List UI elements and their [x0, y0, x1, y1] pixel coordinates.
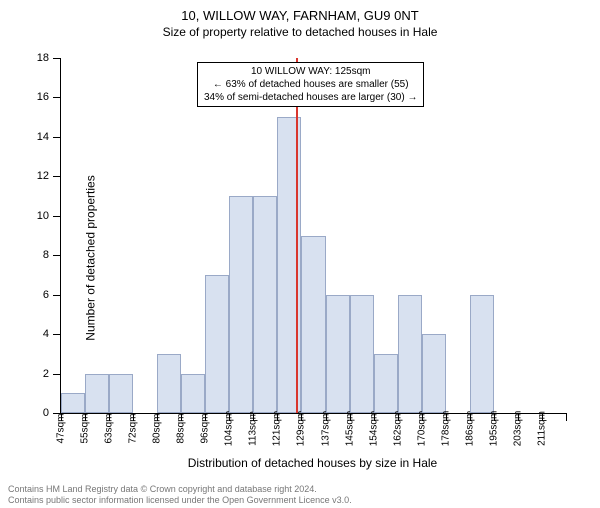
x-tick-label: 129sqm [296, 411, 307, 447]
y-tick [53, 58, 61, 59]
footer-line1: Contains HM Land Registry data © Crown c… [8, 484, 352, 495]
x-tick-label: 80sqm [152, 413, 163, 443]
histogram-bar [277, 117, 301, 413]
histogram-bar [157, 354, 181, 413]
y-tick-label: 16 [37, 91, 49, 103]
x-tick-label: 88sqm [176, 413, 187, 443]
y-tick-label: 2 [43, 368, 49, 380]
y-tick-label: 10 [37, 210, 49, 222]
x-tick-label: 162sqm [392, 411, 403, 447]
histogram-bar [422, 334, 446, 413]
histogram-bar [301, 236, 325, 414]
x-tick-label: 55sqm [80, 413, 91, 443]
histogram-bar [326, 295, 350, 413]
footer-line2: Contains public sector information licen… [8, 495, 352, 506]
x-tick-label: 113sqm [248, 411, 259, 446]
y-tick-label: 12 [37, 170, 49, 182]
histogram-bar [85, 374, 109, 413]
x-tick-label: 211sqm [536, 411, 547, 446]
x-tick-label: 137sqm [320, 411, 331, 447]
x-tick-label: 203sqm [512, 411, 523, 447]
x-tick [566, 413, 567, 421]
property-marker-line [296, 58, 298, 413]
x-tick-label: 170sqm [416, 411, 427, 447]
chart-container: 10, WILLOW WAY, FARNHAM, GU9 0NT Size of… [0, 8, 600, 508]
histogram-bar [181, 374, 205, 413]
x-tick-label: 154sqm [368, 411, 379, 447]
y-tick [53, 137, 61, 138]
annotation-line2: ← 63% of detached houses are smaller (55… [204, 78, 417, 91]
x-tick-label: 47sqm [56, 413, 67, 443]
y-tick [53, 334, 61, 335]
x-tick-label: 72sqm [128, 413, 139, 443]
annotation-line1: 10 WILLOW WAY: 125sqm [204, 65, 417, 78]
y-tick [53, 176, 61, 177]
histogram-bar [398, 295, 422, 413]
annotation-line3: 34% of semi-detached houses are larger (… [204, 91, 417, 104]
y-tick [53, 374, 61, 375]
plot-area: 10 WILLOW WAY: 125sqm ← 63% of detached … [60, 58, 566, 414]
histogram-bar [253, 196, 277, 413]
x-tick-label: 121sqm [272, 411, 283, 447]
x-tick-label: 96sqm [200, 413, 211, 443]
x-tick-label: 63sqm [104, 413, 115, 443]
y-tick [53, 216, 61, 217]
x-axis-title: Distribution of detached houses by size … [60, 456, 565, 470]
x-tick-label: 178sqm [440, 411, 451, 447]
histogram-bar [61, 393, 85, 413]
histogram-bar [470, 295, 494, 413]
x-tick-label: 145sqm [344, 411, 355, 447]
x-tick-label: 186sqm [464, 411, 475, 447]
histogram-bar [350, 295, 374, 413]
histogram-bar [374, 354, 398, 413]
sub-title: Size of property relative to detached ho… [0, 25, 600, 39]
y-tick-label: 14 [37, 131, 49, 143]
annotation-box: 10 WILLOW WAY: 125sqm ← 63% of detached … [197, 62, 424, 107]
main-title: 10, WILLOW WAY, FARNHAM, GU9 0NT [0, 8, 600, 23]
footer: Contains HM Land Registry data © Crown c… [8, 484, 352, 506]
histogram-bar [205, 275, 229, 413]
histogram-bar [229, 196, 253, 413]
y-tick-label: 8 [43, 249, 49, 261]
y-tick [53, 97, 61, 98]
x-tick-label: 195sqm [488, 411, 499, 447]
y-tick [53, 255, 61, 256]
y-tick-label: 4 [43, 328, 49, 340]
y-tick-label: 6 [43, 289, 49, 301]
y-tick-label: 18 [37, 52, 49, 64]
y-tick [53, 295, 61, 296]
x-tick-label: 104sqm [224, 411, 235, 447]
y-tick-label: 0 [43, 407, 49, 419]
histogram-bar [109, 374, 133, 413]
